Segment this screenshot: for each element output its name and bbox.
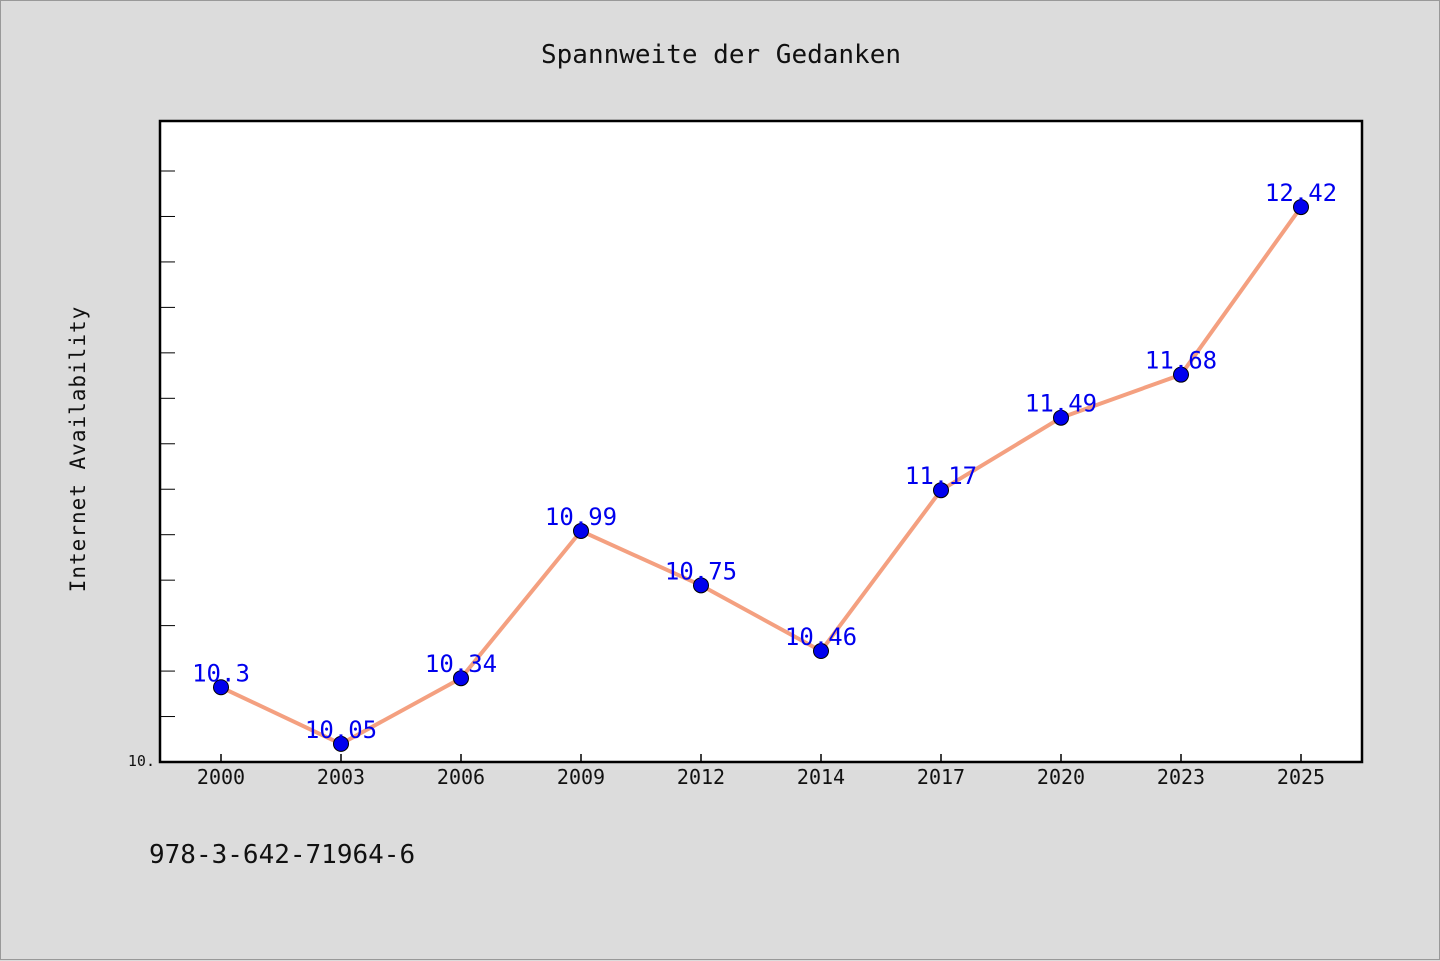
- x-tick-label: 2006: [437, 765, 485, 789]
- data-point: [1173, 366, 1189, 383]
- data-point: [813, 643, 829, 660]
- y-axis-ticks: [160, 170, 175, 763]
- data-point: [333, 735, 349, 752]
- x-tick-label: 2000: [197, 765, 245, 789]
- y-tick-label: 10.: [128, 752, 155, 770]
- x-tick-label: 2020: [1037, 765, 1085, 789]
- data-labels: 10.3 10.05 10.34 10.99 10.75 10.46 11.17 11.49 1…: [192, 179, 1337, 744]
- x-tick-label: 2014: [797, 765, 845, 789]
- data-label: 12.42: [1265, 179, 1337, 207]
- data-point: [1293, 199, 1309, 216]
- x-tick-label: 2023: [1157, 765, 1205, 789]
- data-point: [573, 522, 589, 539]
- data-label: 10.3: [192, 659, 250, 687]
- isbn-footer: 978-3-642-71964-6: [149, 840, 415, 870]
- series-line: [220, 205, 1303, 746]
- data-point: [1053, 409, 1069, 426]
- data-label: 10.75: [665, 557, 737, 585]
- data-label: 10.46: [785, 623, 857, 651]
- data-label: 11.68: [1145, 347, 1217, 375]
- x-tick-label: 2009: [557, 765, 605, 789]
- x-tick-label: 2003: [317, 765, 365, 789]
- data-label: 10.99: [545, 503, 617, 531]
- data-point: [453, 670, 469, 687]
- y-axis-label: Internet Availability: [66, 306, 90, 593]
- series-layer: [213, 199, 1309, 752]
- data-label: 11.49: [1025, 390, 1097, 418]
- data-label: 10.34: [425, 650, 497, 678]
- x-tick-label: 2012: [677, 765, 725, 789]
- data-point: [213, 679, 229, 696]
- chart-title: Spannweite der Gedanken: [541, 40, 901, 70]
- x-tick-label: 2025: [1277, 765, 1325, 789]
- data-label: 10.05: [305, 716, 377, 744]
- x-axis-ticks: 2000 2003 2006 2009 2012 2014 2017 2020 2023 2025: [197, 754, 1325, 789]
- data-point: [933, 482, 949, 499]
- x-tick-label: 2017: [917, 765, 965, 789]
- data-label: 11.17: [905, 462, 977, 490]
- plot-area: [158, 119, 1364, 764]
- data-point: [693, 577, 709, 594]
